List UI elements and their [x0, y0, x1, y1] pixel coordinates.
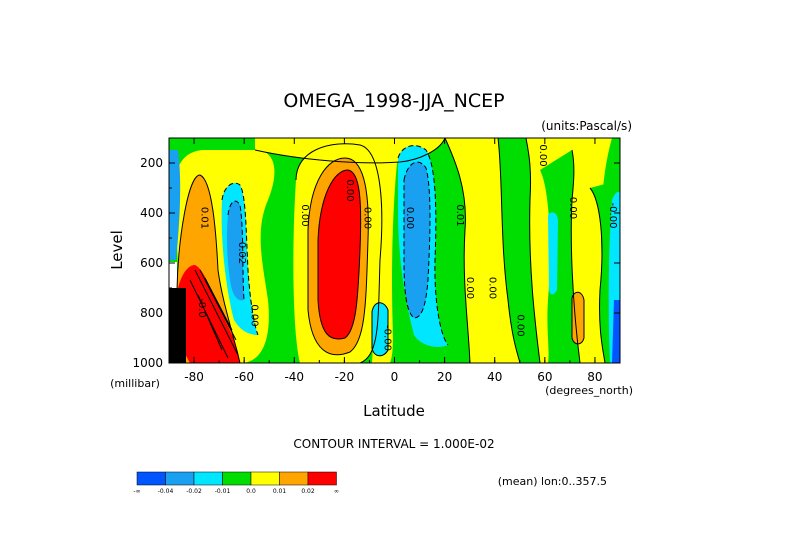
colorbar-label: 0.0 — [246, 488, 256, 495]
x-axis-label: Latitude — [363, 402, 425, 420]
plot-area: 0.01 0.02 0.00 0.00 -0.0 0.00 0.00 -0.00 0.00 0.0… — [169, 138, 620, 363]
contour-line — [371, 302, 389, 357]
x-tick-label: -40 — [284, 370, 304, 384]
green-bands — [498, 138, 620, 363]
colorbar-label: -0.01 — [215, 488, 231, 495]
colorbar-label: ∞ — [334, 488, 339, 495]
contour-line — [444, 138, 471, 363]
y-tick-label: 400 — [140, 206, 163, 220]
colorbar-label: 0.02 — [301, 488, 315, 495]
red-regions — [176, 170, 361, 363]
colorbar-swatch — [165, 471, 195, 486]
x-tick-label: 80 — [587, 370, 602, 384]
colorbar-label: -∞ — [133, 488, 140, 495]
y-tick-label: 200 — [140, 156, 163, 170]
region-ground-south — [169, 288, 186, 363]
x-tick-label: 0 — [391, 370, 399, 384]
colorbar-swatch — [136, 471, 166, 486]
contour-label: -0.00 — [607, 203, 618, 229]
region-cyan-spot-1 — [372, 302, 388, 356]
y-tick-label: 600 — [140, 256, 163, 270]
contour-line — [227, 200, 245, 301]
contour-line — [397, 145, 449, 346]
region-missing-south — [169, 262, 177, 288]
contour-label: 0.01 — [199, 207, 210, 229]
region-yellow-upper-band — [255, 138, 445, 163]
mean-text: (mean) lon:0..357.5 — [498, 475, 607, 488]
contour-line — [307, 157, 369, 356]
contour-label: 0.00 — [514, 314, 525, 336]
region-cyan-spot-2 — [548, 212, 558, 295]
contour-label: -0.00 — [381, 325, 392, 351]
region-orange-north-spot — [572, 292, 584, 344]
x-tick-label: 20 — [437, 370, 452, 384]
region-red-sh-subtropic — [318, 170, 361, 340]
colorbar-swatch — [222, 471, 252, 486]
colorbar-swatch — [307, 471, 337, 486]
contour-label: 0.00 — [344, 179, 355, 201]
contour-line — [254, 138, 446, 164]
region-blue-edge-north — [612, 300, 620, 363]
region-blue-sh-60 — [226, 201, 244, 301]
x-tick-label: -60 — [234, 370, 254, 384]
contour-line — [176, 174, 241, 363]
contour-label: 0.00 — [487, 277, 498, 299]
colorbar-swatch — [250, 471, 280, 486]
contour-line — [589, 187, 606, 363]
contour-lines — [176, 138, 606, 363]
contour-line — [317, 169, 362, 340]
chart-units: (units:Pascal/s) — [541, 119, 632, 133]
contour-line — [571, 291, 585, 345]
colorbar-swatch — [193, 471, 223, 486]
axes: -80 -60 -40 -20 0 20 40 60 80 200 400 600 800 1000 — [132, 137, 621, 384]
contour-line — [570, 149, 581, 363]
x-tick-label: -20 — [335, 370, 355, 384]
x-tick-label: 40 — [487, 370, 502, 384]
blue-regions — [169, 150, 620, 363]
contour-label: 0.00 — [249, 304, 260, 326]
contour-line — [403, 161, 431, 319]
contour-label: 0.02 — [236, 242, 247, 264]
contour-line — [497, 138, 521, 363]
contour-line — [525, 138, 541, 363]
contour-label: 0.00 — [404, 207, 415, 229]
contour-label: 0.01 — [454, 204, 465, 226]
y-axis-label: Level — [108, 230, 126, 270]
region-green-band-2 — [540, 150, 580, 363]
contour-label: -0.0 — [196, 298, 207, 318]
region-blue-edge-south — [169, 150, 181, 260]
region-blue-equator — [404, 162, 430, 318]
contour-label: 0.00 — [299, 204, 310, 226]
colorbar-label: 0.01 — [273, 488, 287, 495]
colorbar-label: -0.04 — [158, 488, 174, 495]
contour-line — [295, 143, 383, 363]
contour-line — [221, 182, 259, 336]
contour-label: 0.00 — [537, 144, 548, 166]
x-tick-label: 60 — [537, 370, 552, 384]
colorbar-label: -0.02 — [186, 488, 202, 495]
contour-line — [189, 269, 239, 359]
contour-label: 0.00 — [567, 197, 578, 219]
y-tick-label: 800 — [140, 306, 163, 320]
contour-labels: 0.01 0.02 0.00 0.00 -0.0 0.00 0.00 -0.00 0.00 0.0… — [196, 144, 618, 351]
region-green-band-1 — [498, 138, 540, 363]
chart-title: OMEGA_1998-JJA_NCEP — [283, 90, 504, 112]
region-red-polar — [176, 265, 240, 363]
colorbar: -∞ -0.04 -0.02 -0.01 0.0 0.01 0.02 ∞ — [133, 471, 339, 495]
contour-interval-text: CONTOUR INTERVAL = 1.000E-02 — [293, 437, 494, 451]
colorbar-swatch — [279, 471, 309, 486]
contour-label: 0.00 — [361, 207, 372, 229]
x-axis-units: (degrees_north) — [545, 384, 633, 397]
y-axis-units: (millibar) — [110, 377, 160, 390]
contour-label: 0.00 — [464, 277, 475, 299]
x-tick-label: -80 — [184, 370, 204, 384]
y-tick-label: 1000 — [132, 356, 163, 370]
